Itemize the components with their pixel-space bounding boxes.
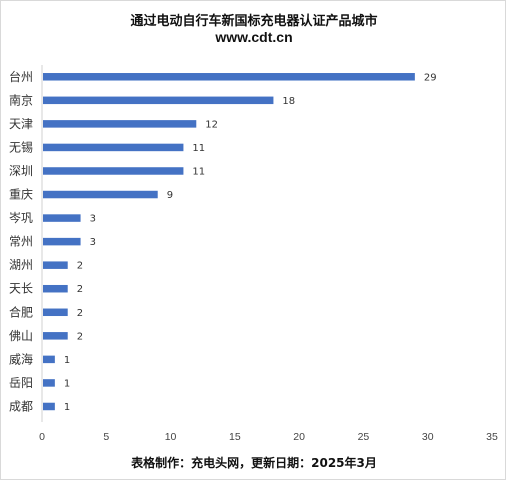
category-label: 合肥 [9,304,33,319]
x-tick-label: 30 [422,431,434,443]
bar [43,355,55,364]
data-label: 9 [167,190,173,201]
bar [43,402,55,411]
x-tick-label: 25 [358,431,370,443]
bar [43,379,55,387]
bar [43,308,68,317]
bar [43,73,415,81]
bar [43,96,274,105]
category-label: 台州 [9,69,33,84]
category-label: 南京 [9,92,33,107]
category-label: 湖州 [9,257,33,272]
data-label: 12 [205,119,218,130]
data-label: 2 [77,331,83,342]
category-label: 岑巩 [9,211,33,225]
data-label: 11 [192,166,205,177]
category-label: 天长 [9,282,33,296]
chart-title: 通过电动自行车新国标充电器认证产品城市 [130,14,378,29]
data-label: 3 [90,237,96,248]
data-label: 2 [77,261,83,272]
x-tick-label: 10 [165,431,177,443]
category-label: 岳阳 [9,376,33,390]
category-label: 常州 [9,235,33,249]
bar [43,261,68,269]
category-label: 重庆 [9,188,33,202]
category-label: 成都 [9,399,33,413]
category-label: 深圳 [9,164,33,178]
data-label: 29 [424,72,437,83]
x-tick-label: 35 [486,431,498,443]
chart-subtitle: www.cdt.cn [215,29,293,45]
bar [43,190,158,199]
category-label: 威海 [9,351,33,366]
data-label: 3 [90,214,96,225]
bar [43,237,81,246]
x-tick-label: 15 [229,431,241,443]
data-label: 1 [64,378,70,389]
x-tick-label: 5 [103,431,109,443]
data-label: 18 [282,96,295,107]
data-label: 1 [64,355,70,366]
bar [43,214,81,222]
category-label: 佛山 [9,329,33,343]
bar [43,284,68,293]
bar [43,332,68,340]
bar [43,167,184,175]
category-label: 天津 [9,117,33,131]
data-label: 2 [77,308,83,319]
data-label: 11 [192,143,205,154]
data-label: 1 [64,402,70,413]
x-tick-label: 0 [39,431,45,443]
x-tick-label: 20 [293,431,305,443]
category-label: 无锡 [9,139,33,154]
data-label: 2 [77,284,83,295]
bar [43,143,184,152]
chart-footer: 表格制作：充电头网，更新日期：2025年3月 [131,456,377,470]
bar [43,120,197,128]
